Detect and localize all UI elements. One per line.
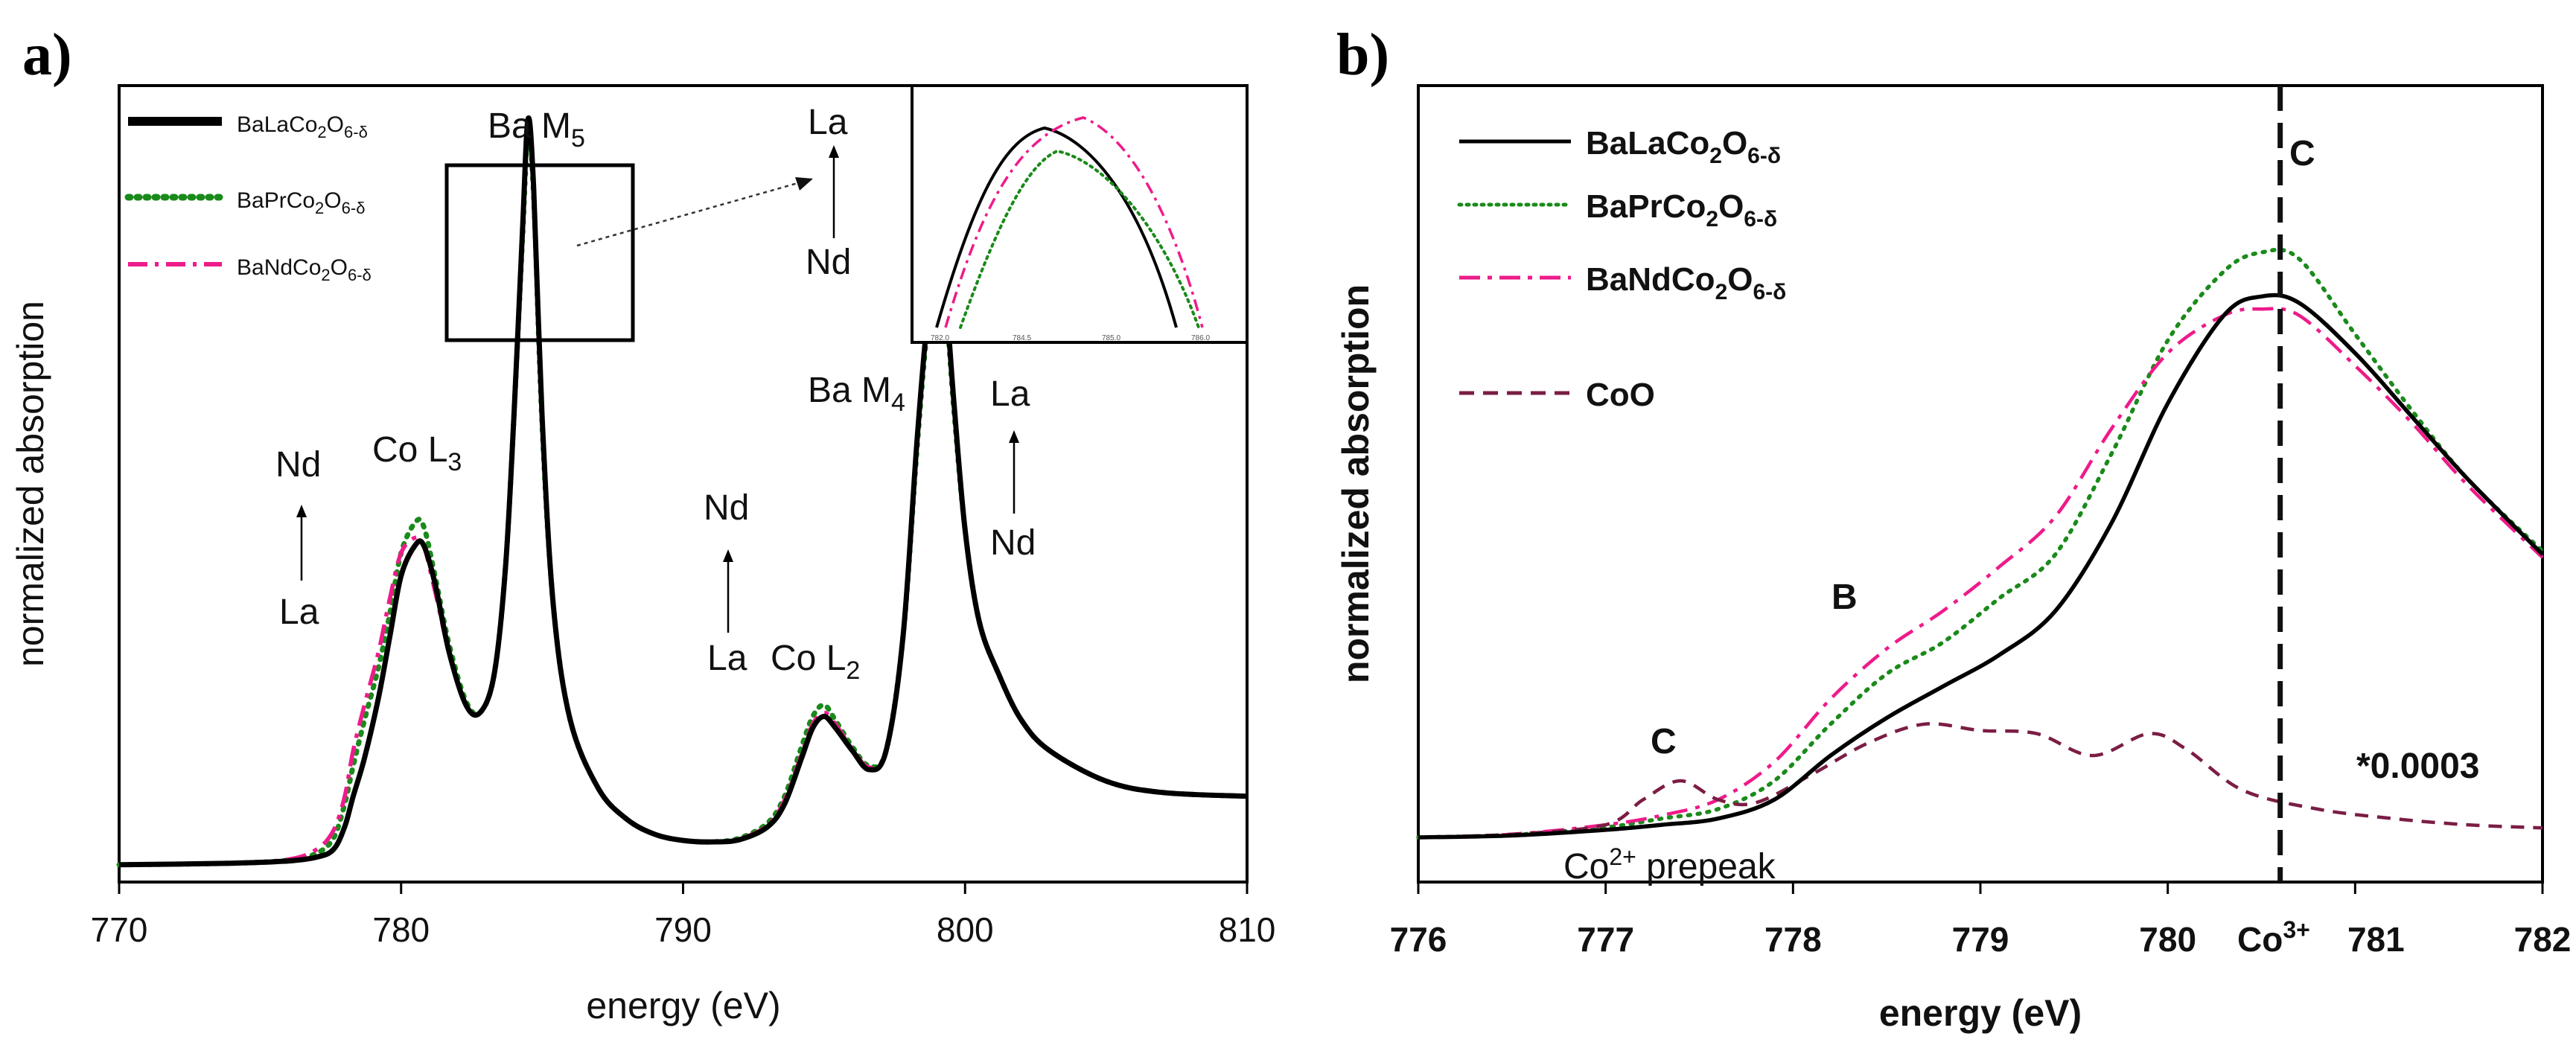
x-tick-label-b-4: 780	[2139, 920, 2196, 959]
panel-b-x-axis-title: energy (eV)	[1879, 992, 2082, 1034]
label-co-l3: Co L3	[372, 430, 462, 476]
x-tick-label-b-3: 779	[1952, 920, 2009, 959]
label-co2-prepeak: Co2+ prepeak	[1563, 843, 1776, 887]
arrow-la-nd-left-head	[296, 505, 307, 517]
arrow-la-nd-mid-head	[723, 549, 733, 562]
panel-b-label: b)	[1336, 22, 1389, 88]
label-nd-top: Nd	[806, 243, 851, 282]
legend-b-la: BaLaCo2O6-δ	[1586, 125, 1781, 168]
x-tick-label-a-2: 790	[654, 910, 712, 949]
arrow-nd-la-right-head	[1009, 430, 1019, 443]
x-tick-label-b-0: 776	[1390, 920, 1447, 959]
legend-a-la: BaLaCo2O6-δ	[237, 112, 368, 141]
legend-b-coo: CoO	[1586, 377, 1655, 413]
zoom-box	[444, 163, 635, 342]
arrow-nd-la-top-head	[829, 145, 839, 158]
label-nd-a-right: Nd	[990, 523, 1036, 563]
inset-tick-2: 784.5	[1013, 334, 1031, 342]
inset: 782.0 784.5 785.0 786.0	[911, 84, 1249, 344]
inset-tick-3: 785.0	[1102, 334, 1120, 342]
label-b: B	[1831, 578, 1858, 617]
inset-frame	[911, 84, 1249, 344]
legend-a-pr: BaPrCo2O6-δ	[237, 188, 365, 217]
panel-b-series	[1416, 247, 2545, 840]
x-tick-label-a-3: 800	[937, 910, 994, 949]
label-co-l2: Co L2	[771, 639, 860, 685]
inset-curve-pr	[959, 149, 1200, 329]
label-co3: Co3+	[2237, 916, 2310, 959]
x-tick-label-b-5: 781	[2347, 920, 2405, 959]
series-b-bandco2o6-	[1418, 307, 2544, 840]
panel-a-y-axis-title: normalized absorption	[10, 301, 51, 667]
label-nd-a-mid: Nd	[704, 488, 749, 528]
panel-a-label: a)	[22, 22, 72, 88]
label-ba-m5: Ba M5	[488, 106, 585, 153]
x-tick-label-b-1: 777	[1577, 920, 1634, 959]
legend-b-nd: BaNdCo2O6-δ	[1586, 261, 1786, 304]
label-c-top: C	[2289, 134, 2315, 173]
label-la-top: La	[808, 103, 848, 142]
x-tick-label-b-2: 778	[1764, 920, 1822, 959]
panel-a: a) 770 780 790 800 810 normalized absorption…	[10, 22, 1275, 1026]
zoom-arrow	[576, 181, 801, 247]
series-b-coo	[1418, 722, 2543, 840]
inset-tick-1: 782.0	[931, 334, 949, 342]
panel-a-x-ticks: 770 780 790 800 810	[91, 882, 1276, 949]
zoom-arrow-head	[795, 177, 813, 191]
legend-b-pr: BaPrCo2O6-δ	[1586, 188, 1777, 231]
inset-curve-la	[935, 126, 1178, 328]
series-b-baprco2o6-	[1416, 247, 2545, 840]
panel-b: b) 776 777 778 779 780 781 782 normalized abso…	[1335, 22, 2571, 1034]
panel-a-legend: BaLaCo2O6-δ BaPrCo2O6-δ BaNdCo2O6-δ	[124, 112, 372, 284]
x-tick-label-a-0: 770	[91, 910, 148, 949]
inset-tick-4: 786.0	[1191, 334, 1210, 342]
legend-a-nd: BaNdCo2O6-δ	[237, 255, 372, 284]
label-c-low: C	[1651, 722, 1677, 761]
label-scale: *0.0003	[2356, 747, 2480, 786]
x-tick-label-b-6: 782	[2514, 920, 2572, 959]
label-la-a-right: La	[990, 374, 1030, 414]
series-b-balaco2o6-	[1418, 293, 2544, 840]
label-la-a-mid: La	[707, 639, 747, 678]
x-tick-label-a-4: 810	[1219, 910, 1276, 949]
label-nd-a-left: Nd	[275, 445, 321, 485]
panel-b-x-ticks: 776 777 778 779 780 781 782	[1390, 882, 2572, 959]
x-tick-label-a-1: 780	[372, 910, 430, 949]
panel-b-legend: BaLaCo2O6-δ BaPrCo2O6-δ BaNdCo2O6-δ CoO	[1457, 125, 1786, 413]
panel-b-y-axis-title: normalized absorption	[1335, 284, 1377, 683]
panel-a-x-axis-title: energy (eV)	[586, 985, 780, 1026]
label-ba-m4: Ba M4	[808, 371, 905, 417]
label-la-a-left: La	[279, 592, 319, 632]
inset-curve-nd	[944, 116, 1204, 328]
